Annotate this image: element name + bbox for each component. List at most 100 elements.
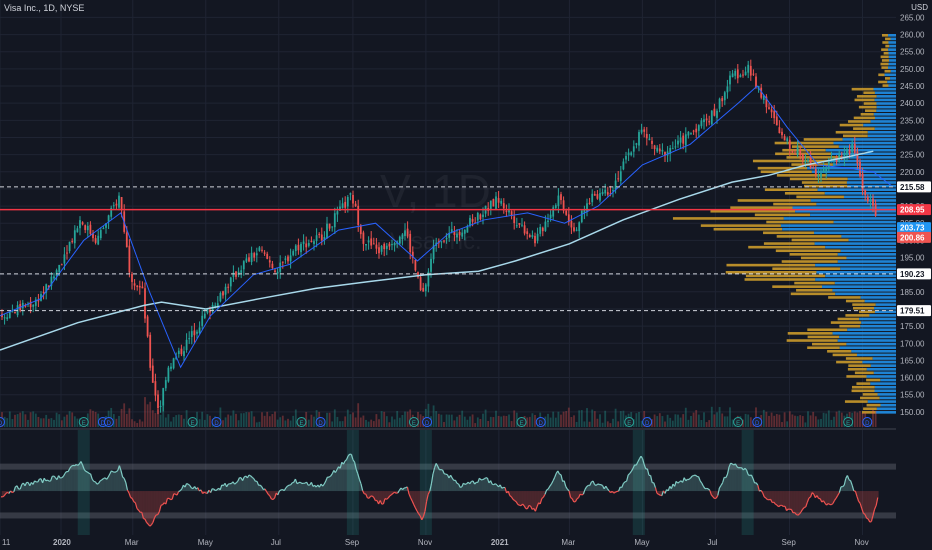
rsi-line-segment: [130, 496, 133, 499]
rsi-line-segment: [292, 481, 294, 484]
rsi-line-segment: [269, 495, 272, 500]
rsi-line-segment: [71, 464, 74, 467]
time-tick-label: Mar: [561, 538, 575, 547]
volume-bar: [201, 411, 204, 427]
candle-body: [591, 193, 594, 203]
earnings-marker-label: E: [627, 421, 631, 427]
volume-bar: [664, 421, 666, 427]
candle-body: [245, 258, 248, 262]
rsi-line-segment: [869, 520, 872, 523]
volume-bar: [229, 415, 232, 427]
candle-body: [294, 245, 297, 252]
volume-profile-bar-down: [851, 385, 875, 389]
volume-bar: [146, 404, 149, 427]
candle-body: [570, 221, 573, 228]
volume-bar: [679, 417, 682, 427]
volume-profile-bar-down: [807, 335, 840, 339]
volume-bar: [326, 412, 328, 427]
price-tick-label: 240.00: [900, 99, 925, 108]
candle-body: [8, 311, 11, 319]
rsi-line-segment: [718, 485, 722, 489]
volume-bar: [515, 412, 518, 427]
rsi-line-segment: [760, 490, 764, 494]
volume-profile-bar-up: [874, 116, 896, 120]
rsi-line-segment: [522, 503, 525, 507]
volume-bar: [586, 408, 588, 427]
volume-bar: [370, 419, 373, 427]
symbol-header[interactable]: Visa Inc., 1D, NYSE: [4, 3, 85, 13]
rsi-line-segment: [568, 490, 572, 498]
volume-bar: [341, 421, 344, 427]
moving-averages: [0, 85, 892, 369]
earnings-marker-label: E: [191, 421, 195, 427]
rsi-line-segment: [346, 455, 349, 460]
volume-bar: [508, 414, 510, 427]
rsi-line-segment: [755, 482, 759, 486]
rsi-line-segment: [298, 481, 301, 484]
rsi-line-segment: [507, 491, 511, 496]
rsi-line-segment: [570, 497, 573, 500]
volume-bar: [502, 415, 505, 427]
rsi-line-segment: [266, 491, 269, 495]
volume-profile-bar-down: [801, 181, 847, 184]
rsi-line-segment: [514, 500, 517, 503]
rsi-line-segment: [786, 508, 789, 512]
volume-profile-bar-up: [888, 55, 896, 59]
volume-bar: [726, 416, 729, 427]
volume-bar: [45, 414, 48, 427]
volume-bar: [773, 415, 776, 427]
volume-bar: [809, 415, 812, 427]
rsi-line-segment: [256, 481, 260, 486]
candle-body: [318, 233, 321, 235]
rsi-line-segment: [790, 509, 794, 513]
candle-body: [677, 140, 679, 145]
volume-profile-bar-down: [842, 134, 868, 138]
volume-profile-bar-down: [853, 306, 875, 310]
volume-profile-bar-up: [815, 263, 896, 267]
candle-body: [274, 270, 276, 273]
rsi-line-segment: [421, 516, 424, 521]
rsi-line-segment: [826, 503, 829, 506]
volume-bar: [640, 420, 643, 427]
volume-bar: [224, 417, 227, 427]
volume-bar: [11, 419, 14, 427]
volume-bar: [601, 422, 604, 427]
rsi-line-segment: [632, 464, 636, 469]
rsi-line-segment: [171, 493, 175, 500]
volume-profile-bar-up: [873, 87, 896, 91]
candle-body: [34, 299, 37, 306]
candle-body: [118, 195, 120, 208]
rsi-line-segment: [550, 480, 554, 485]
rsi-line-segment: [248, 474, 251, 477]
candle-body: [461, 232, 464, 237]
rsi-line-segment: [13, 486, 16, 493]
volume-bar: [500, 416, 503, 427]
volume-bar: [567, 407, 570, 427]
dividend-marker-label: D: [755, 421, 760, 427]
dividend-marker-label: D: [645, 421, 650, 427]
rsi-line-segment: [200, 489, 204, 494]
candle-body: [458, 231, 461, 236]
candle-body: [141, 286, 144, 289]
rsi-line-segment: [746, 469, 749, 475]
rsi-line-segment: [410, 497, 413, 502]
earnings-marker: [843, 417, 854, 427]
volume-bar: [151, 410, 154, 427]
candle-body: [391, 244, 393, 246]
volume-profile-bar-up: [879, 396, 896, 400]
volume-profile-bar-down: [860, 396, 880, 400]
volume-bar: [27, 419, 29, 427]
rsi-line-segment: [658, 493, 661, 496]
volume-profile-bar-down: [791, 238, 849, 242]
volume-bar: [690, 415, 692, 427]
volume-bar: [336, 416, 339, 427]
rsi-line-segment: [141, 512, 144, 519]
rsi-line-segment: [143, 517, 146, 520]
candle-body: [55, 270, 58, 277]
volume-profile-bar-down: [845, 357, 873, 360]
rsi-line-segment: [397, 489, 400, 494]
volume-bar: [469, 416, 471, 427]
volume-bar: [479, 418, 482, 427]
volume-profile-bar-up: [807, 166, 896, 170]
